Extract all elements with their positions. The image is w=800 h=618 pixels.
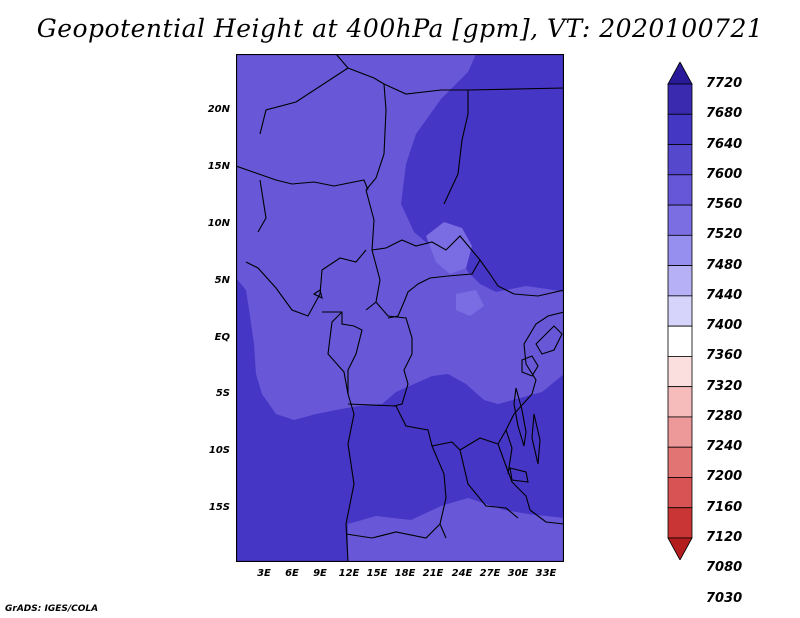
lat-label-15s: 15S: [208, 502, 230, 513]
colorbar-label: 7560: [706, 197, 743, 213]
colorbar-segment: [667, 234, 693, 266]
colorbar-label: 7030: [706, 590, 743, 606]
colorbar-segment: [667, 477, 693, 509]
colorbar-segment: [667, 83, 693, 115]
colorbar-label: 7120: [706, 530, 743, 545]
country-borders: [236, 54, 564, 562]
height-field-mid-region: [236, 54, 564, 420]
colorbar-segment: [667, 144, 693, 176]
lon-label-9e: 9E: [313, 568, 327, 579]
height-field-light-region: [426, 222, 472, 274]
colorbar-label: 7480: [706, 257, 743, 273]
lon-label-3e: 3E: [257, 568, 271, 579]
colorbar-segment: [667, 507, 693, 539]
map-frame: [236, 54, 564, 562]
lon-label-15e: 15E: [366, 568, 388, 579]
lat-label-15n: 15N: [207, 161, 230, 172]
height-field-light-region-2: [456, 290, 484, 316]
colorbar-label: 7160: [706, 499, 743, 515]
lat-label-10n: 10N: [207, 218, 230, 229]
height-field-northwest-region: [236, 54, 262, 120]
colorbar-label: 7360: [706, 348, 743, 364]
colorbar-segment: [667, 355, 693, 388]
colorbar: [667, 62, 693, 560]
lon-label-27e: 27E: [479, 568, 501, 579]
colorbar-label: 7280: [706, 408, 743, 424]
colorbar-label: 7720: [706, 76, 743, 91]
colorbar-segment: [667, 325, 693, 357]
colorbar-segment: [667, 174, 693, 206]
colorbar-label: 7600: [706, 166, 743, 182]
lat-label-5n: 5N: [214, 275, 230, 286]
colorbar-label: 7080: [706, 560, 743, 576]
lon-label-12e: 12E: [338, 568, 360, 579]
colorbar-segment: [667, 113, 693, 145]
map-panel: [236, 54, 564, 562]
lat-label-eq: EQ: [214, 332, 230, 343]
lon-label-18e: 18E: [394, 568, 416, 579]
colorbar-label: 7200: [706, 469, 743, 485]
colorbar-label: 7680: [706, 106, 743, 122]
colorbar-segment: [667, 446, 693, 478]
colorbar-segment: [667, 295, 693, 327]
colorbar-segment: [667, 386, 693, 418]
colorbar-label: 7640: [706, 136, 743, 152]
colorbar-label: 7320: [706, 378, 743, 394]
colorbar-segment: [667, 265, 693, 297]
lakes: [312, 289, 563, 483]
height-field-south-region: [348, 498, 564, 562]
lon-label-24e: 24E: [451, 568, 473, 579]
grads-credit: GrADS: IGES/COLA: [5, 604, 99, 614]
lat-label-5s: 5S: [215, 388, 230, 399]
colorbar-segment: [667, 537, 693, 560]
lon-label-6e: 6E: [285, 568, 299, 579]
colorbar-segment: [667, 62, 693, 85]
colorbar-segment: [667, 416, 693, 448]
lon-label-30e: 30E: [507, 568, 529, 579]
chart-title: Geopotential Height at 400hPa [gpm], VT:…: [36, 14, 764, 43]
colorbar-label: 7240: [706, 439, 743, 455]
colorbar-label: 7400: [706, 318, 743, 334]
lat-label-10s: 10S: [208, 445, 230, 456]
colorbar-segment: [667, 204, 693, 236]
colorbar-label: 7520: [706, 227, 743, 243]
lat-label-20n: 20N: [207, 104, 230, 115]
lon-label-33e: 33E: [535, 568, 557, 579]
lon-label-21e: 21E: [422, 568, 444, 579]
colorbar-label: 7440: [706, 287, 743, 303]
